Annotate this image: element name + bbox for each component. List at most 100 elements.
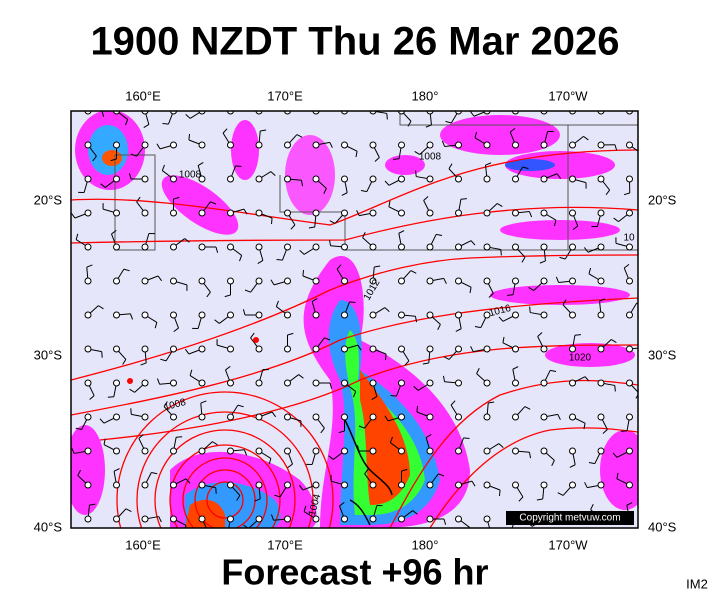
barb bbox=[569, 464, 576, 468]
station bbox=[569, 379, 576, 387]
station bbox=[369, 345, 377, 353]
barb bbox=[244, 289, 251, 293]
station bbox=[141, 413, 149, 421]
barb bbox=[270, 279, 275, 286]
barb bbox=[374, 265, 381, 268]
barb bbox=[163, 401, 168, 407]
station bbox=[369, 243, 377, 251]
station bbox=[569, 277, 576, 285]
station bbox=[141, 277, 149, 285]
station bbox=[312, 209, 320, 217]
station bbox=[455, 413, 462, 421]
station bbox=[84, 515, 92, 523]
station bbox=[597, 345, 605, 353]
station bbox=[113, 481, 120, 489]
station bbox=[426, 175, 434, 183]
station bbox=[284, 481, 291, 489]
barb bbox=[154, 322, 158, 329]
barb bbox=[122, 359, 127, 365]
station bbox=[141, 345, 149, 353]
barb bbox=[143, 124, 150, 129]
station bbox=[483, 209, 491, 217]
barb bbox=[401, 468, 408, 472]
barb bbox=[404, 360, 410, 366]
barb bbox=[86, 264, 93, 268]
station bbox=[626, 175, 633, 183]
barb bbox=[322, 98, 328, 99]
station bbox=[255, 413, 263, 421]
station bbox=[84, 311, 92, 319]
station bbox=[398, 209, 405, 217]
barb bbox=[601, 111, 602, 112]
barb bbox=[260, 129, 267, 132]
station bbox=[369, 379, 377, 387]
station bbox=[341, 447, 348, 455]
station bbox=[569, 413, 576, 421]
station bbox=[170, 515, 177, 523]
barb bbox=[353, 391, 357, 398]
station bbox=[170, 447, 177, 455]
station bbox=[512, 243, 519, 251]
barb bbox=[609, 100, 615, 102]
station bbox=[312, 481, 320, 489]
barb bbox=[528, 452, 532, 459]
barb bbox=[188, 133, 191, 141]
station bbox=[341, 413, 348, 421]
barb bbox=[237, 404, 244, 408]
barb bbox=[614, 144, 618, 151]
longitude-label: 160°E bbox=[125, 88, 161, 103]
station bbox=[597, 413, 605, 421]
barb bbox=[101, 111, 105, 117]
station bbox=[512, 345, 519, 353]
station bbox=[227, 243, 234, 251]
longitude-label: 170°W bbox=[548, 537, 588, 552]
barb bbox=[574, 334, 581, 336]
station bbox=[227, 481, 234, 489]
barb bbox=[553, 220, 557, 227]
barb bbox=[212, 441, 218, 446]
barb bbox=[410, 270, 417, 274]
barb bbox=[328, 455, 334, 460]
barb bbox=[584, 376, 590, 382]
barb bbox=[616, 472, 619, 479]
station bbox=[84, 345, 92, 353]
barb bbox=[274, 494, 281, 498]
barb bbox=[308, 226, 315, 229]
station bbox=[597, 311, 605, 319]
barb bbox=[423, 196, 429, 201]
station bbox=[512, 209, 519, 217]
station bbox=[483, 379, 491, 387]
station bbox=[255, 209, 263, 217]
station bbox=[198, 379, 206, 387]
barb bbox=[557, 414, 561, 420]
station bbox=[369, 413, 377, 421]
barb bbox=[185, 478, 191, 484]
barb bbox=[257, 260, 264, 265]
barb bbox=[355, 151, 358, 158]
forecast-label: Forecast +96 hr bbox=[221, 552, 488, 593]
barb bbox=[300, 180, 304, 187]
station bbox=[597, 209, 605, 217]
barb bbox=[75, 233, 79, 240]
barb bbox=[374, 157, 380, 162]
barb bbox=[599, 298, 606, 302]
station bbox=[312, 345, 320, 353]
station bbox=[455, 345, 462, 353]
barb bbox=[270, 217, 273, 225]
station bbox=[455, 175, 462, 183]
station bbox=[284, 141, 291, 149]
barb bbox=[621, 430, 628, 432]
barb bbox=[206, 291, 211, 298]
station bbox=[540, 481, 548, 489]
station bbox=[398, 243, 405, 251]
station bbox=[426, 481, 434, 489]
longitude-label: 160°E bbox=[125, 537, 161, 552]
barb bbox=[129, 388, 135, 393]
barb bbox=[509, 127, 516, 133]
barb bbox=[324, 337, 331, 341]
station bbox=[483, 447, 491, 455]
station bbox=[398, 447, 405, 455]
station bbox=[569, 175, 576, 183]
barb bbox=[528, 286, 535, 291]
barb bbox=[529, 306, 531, 313]
